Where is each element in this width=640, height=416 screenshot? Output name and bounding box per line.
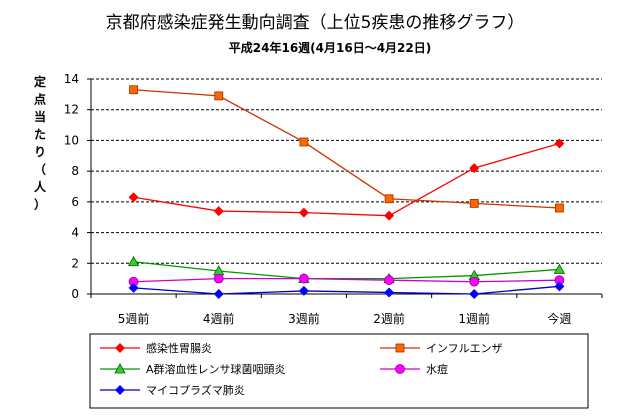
grid-lines <box>91 78 602 264</box>
legend-marker <box>114 363 126 374</box>
y-tick-label: 10 <box>64 133 79 147</box>
legend-marker <box>115 385 125 395</box>
data-point <box>384 275 394 286</box>
series-5 <box>128 281 565 299</box>
legend-item: A群溶血性レンサ球菌咽頭炎 <box>100 362 286 376</box>
series-4 <box>128 273 565 287</box>
legend-marker <box>395 364 405 374</box>
series-3 <box>127 255 566 284</box>
data-point <box>128 282 139 293</box>
data-point <box>469 289 480 299</box>
data-point <box>213 273 224 284</box>
y-tick-label: 8 <box>71 164 79 178</box>
chart-subtitle: 平成24年16週(4月16日～4月22日) <box>229 40 431 55</box>
data-point <box>384 194 394 204</box>
data-point <box>128 192 139 203</box>
series-line <box>133 89 560 209</box>
series-line <box>133 277 560 283</box>
x-tick-label: 今週 <box>547 311 571 326</box>
legend-item: 感染性胃腸炎 <box>100 341 212 355</box>
legend-item: インフルエンザ <box>380 342 503 355</box>
series-line <box>133 142 560 217</box>
series-2 <box>129 85 564 213</box>
data-point <box>469 198 479 208</box>
data-point <box>127 255 140 267</box>
axes <box>87 78 603 298</box>
data-point <box>554 281 565 292</box>
data-point <box>299 273 309 284</box>
y-axis-label-char: 定 <box>34 74 46 89</box>
y-tick-label: 14 <box>64 72 79 86</box>
y-axis-label-char: り <box>34 145 46 159</box>
legend-label: マイコプラズマ肺炎 <box>146 383 245 397</box>
x-tick-label: 1週前 <box>458 311 490 326</box>
data-point <box>469 276 480 287</box>
y-tick-label: 0 <box>71 287 79 301</box>
data-point <box>129 85 138 95</box>
y-tick-label: 4 <box>71 226 79 240</box>
y-tick-labels: 0 2 4 6 8 10 12 14 <box>64 72 79 301</box>
series-line <box>133 261 560 280</box>
data-point <box>214 91 224 101</box>
legend-label: インフルエンザ <box>426 342 503 355</box>
data-point <box>553 263 566 274</box>
data-point <box>554 138 565 149</box>
legend-marker <box>115 343 125 353</box>
legend-marker <box>395 343 405 353</box>
legend-label: 水痘 <box>426 362 448 376</box>
y-axis-label-char: 当 <box>34 109 46 124</box>
x-tick-label: 3週前 <box>288 311 320 326</box>
series-group <box>127 85 566 299</box>
data-point <box>298 207 309 218</box>
legend-item: 水痘 <box>380 362 448 376</box>
y-tick-label: 12 <box>64 103 79 117</box>
y-axis-label-char: ） <box>34 197 46 212</box>
legend-item: マイコプラズマ肺炎 <box>100 383 245 397</box>
x-tick-label: 2週前 <box>373 311 405 326</box>
x-tick-label: 5週前 <box>118 311 150 326</box>
legend-label: 感染性胃腸炎 <box>146 341 212 355</box>
legend-label: A群溶血性レンサ球菌咽頭炎 <box>146 362 286 376</box>
y-axis-label-char: 点 <box>34 92 46 107</box>
data-point <box>298 285 309 296</box>
series-line <box>133 285 560 295</box>
y-axis-label-char: （ <box>34 162 46 177</box>
data-point <box>299 137 309 147</box>
y-tick-label: 6 <box>71 195 79 209</box>
y-axis-label-char: 人 <box>34 179 47 194</box>
data-point <box>384 210 395 221</box>
x-tick-labels: 5週前 4週前 3週前 2週前 1週前 今週 <box>118 311 572 326</box>
y-axis-label-char: た <box>34 128 46 142</box>
legend-box <box>89 333 589 409</box>
data-point <box>213 206 224 217</box>
chart-title: 京都府感染症発生動向調査（上位5疾患の推移グラフ） <box>106 13 525 33</box>
x-tick-label: 4週前 <box>203 311 235 326</box>
data-point <box>555 203 564 213</box>
data-point <box>213 289 224 299</box>
data-point <box>384 287 395 298</box>
data-point <box>469 163 480 174</box>
series-1 <box>128 138 565 221</box>
y-tick-label: 2 <box>71 256 79 270</box>
